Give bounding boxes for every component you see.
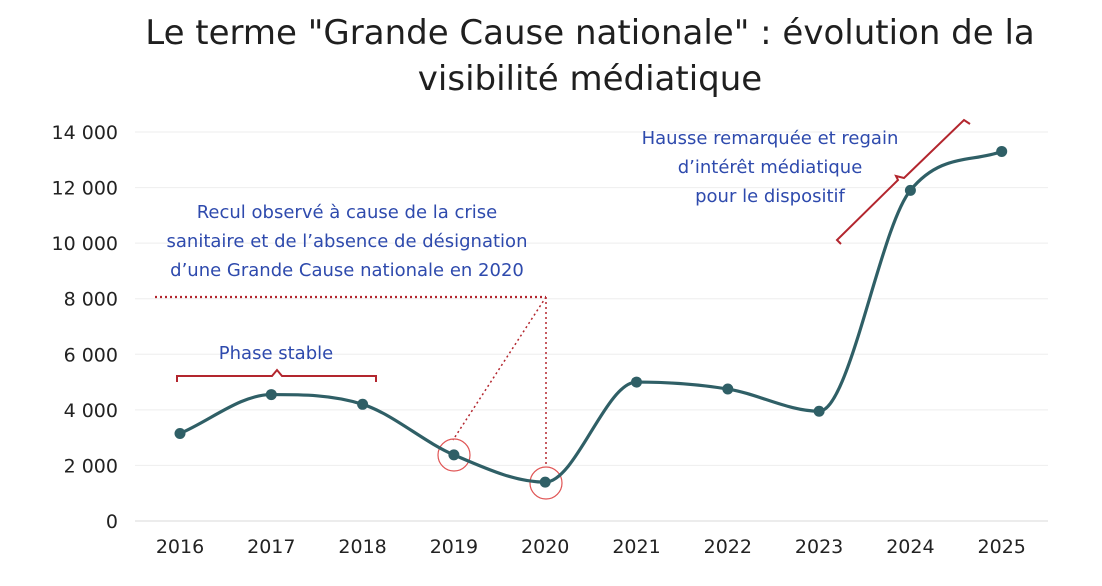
highlight-circle-2020 bbox=[529, 466, 563, 500]
recul-pointer-2019 bbox=[452, 296, 547, 441]
data-points bbox=[174, 145, 1008, 488]
x-tick-label: 2016 bbox=[156, 536, 204, 558]
hausse-text-line-1: Hausse remarquée et regain bbox=[641, 128, 899, 149]
data-point-2022 bbox=[722, 383, 734, 395]
x-tick-label: 2020 bbox=[521, 536, 569, 558]
hausse-text-line-3: pour le dispositif bbox=[695, 186, 845, 207]
data-point-2023 bbox=[813, 405, 825, 417]
y-tick-label: 12 000 bbox=[52, 178, 118, 200]
x-tick-label: 2018 bbox=[338, 536, 386, 558]
gridlines bbox=[135, 131, 1048, 522]
chart-title-line-2: visibilité médiatique bbox=[417, 59, 763, 99]
x-tick-label: 2023 bbox=[795, 536, 843, 558]
highlight-circle-2019 bbox=[437, 438, 471, 472]
y-tick-label: 6 000 bbox=[64, 344, 118, 366]
y-tick-label: 4 000 bbox=[64, 400, 118, 422]
chart-title-line-1: Le terme "Grande Cause nationale" : évol… bbox=[145, 13, 1035, 53]
y-axis-ticks: 0 2 000 4 000 6 000 8 000 10 000 12 000 14 000 bbox=[52, 122, 118, 533]
phase-stable-annotation: Phase stable bbox=[170, 339, 382, 368]
y-tick-label: 2 000 bbox=[64, 455, 118, 477]
y-tick-label: 14 000 bbox=[52, 122, 118, 144]
recul-text-line-3: d’une Grande Cause nationale en 2020 bbox=[170, 260, 524, 281]
data-point-2021 bbox=[631, 376, 642, 388]
hausse-annotation: Hausse remarquée et regain d’intérêt méd… bbox=[620, 124, 920, 211]
x-tick-label: 2021 bbox=[612, 536, 660, 558]
data-point-2016 bbox=[174, 427, 186, 439]
data-point-2019 bbox=[448, 449, 460, 461]
data-point-2020 bbox=[539, 476, 551, 488]
y-tick-label: 10 000 bbox=[52, 233, 118, 255]
x-axis-ticks: 2016 2017 2018 2019 2020 2021 2022 2023 2024 2025 bbox=[156, 536, 1026, 558]
data-point-2018 bbox=[357, 398, 369, 410]
chart-title: Le terme "Grande Cause nationale" : évol… bbox=[80, 10, 1100, 102]
recul-annotation: Recul observé à cause de la crise sanita… bbox=[132, 198, 562, 285]
x-tick-label: 2017 bbox=[247, 536, 295, 558]
hausse-text-line-2: d’intérêt médiatique bbox=[677, 157, 863, 178]
y-tick-label: 0 bbox=[106, 511, 118, 533]
data-point-2017 bbox=[265, 389, 277, 401]
data-point-2025 bbox=[996, 145, 1008, 157]
recul-text-line-1: Recul observé à cause de la crise bbox=[196, 202, 498, 223]
x-tick-label: 2025 bbox=[978, 536, 1026, 558]
series-line bbox=[178, 149, 1004, 484]
phase-stable-brace bbox=[176, 368, 377, 382]
phase-stable-text: Phase stable bbox=[218, 343, 334, 364]
x-tick-label: 2019 bbox=[430, 536, 478, 558]
data-point-2024 bbox=[904, 184, 916, 196]
recul-text-line-2: sanitaire et de l’absence de désignation bbox=[166, 231, 528, 252]
x-tick-label: 2024 bbox=[886, 536, 934, 558]
y-tick-label: 8 000 bbox=[64, 289, 118, 311]
annotation-marks bbox=[155, 118, 971, 500]
x-tick-label: 2022 bbox=[704, 536, 752, 558]
hausse-brace bbox=[835, 118, 971, 245]
